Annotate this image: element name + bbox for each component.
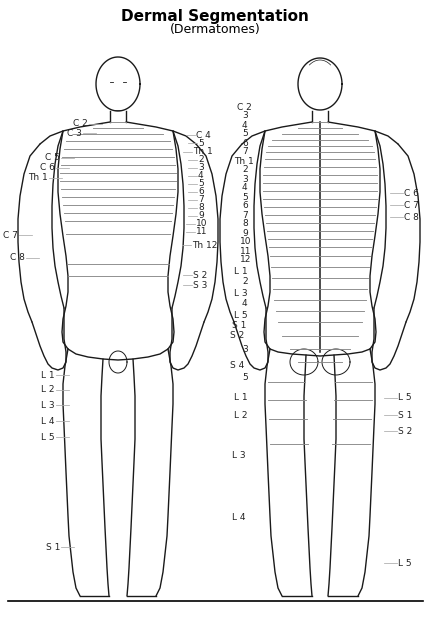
- Text: S 4: S 4: [230, 361, 244, 369]
- Text: 2: 2: [241, 166, 247, 174]
- Text: 9: 9: [241, 229, 247, 237]
- Text: 4: 4: [197, 171, 203, 181]
- Text: C 8: C 8: [10, 254, 25, 262]
- Text: S 1: S 1: [397, 411, 412, 419]
- Text: 6: 6: [241, 201, 247, 211]
- Text: C 3: C 3: [67, 128, 82, 138]
- Text: S 1: S 1: [46, 543, 60, 551]
- Text: L 3: L 3: [231, 450, 245, 460]
- Text: 2: 2: [197, 156, 203, 164]
- Text: S 2: S 2: [230, 331, 244, 341]
- Text: L 4: L 4: [41, 417, 55, 426]
- Text: Th 1: Th 1: [193, 148, 212, 156]
- Text: S 2: S 2: [193, 270, 207, 280]
- Text: 5: 5: [241, 193, 247, 201]
- Text: 5: 5: [197, 179, 203, 189]
- Text: 3: 3: [241, 346, 247, 354]
- Text: L 5: L 5: [397, 394, 411, 402]
- Text: 7: 7: [197, 196, 203, 204]
- Text: 5: 5: [241, 374, 247, 383]
- Text: L 2: L 2: [41, 386, 55, 394]
- Text: C 2: C 2: [237, 103, 251, 112]
- Text: Dermal Segmentation: Dermal Segmentation: [121, 9, 308, 24]
- Text: 2: 2: [241, 277, 247, 287]
- Text: (Dermatomes): (Dermatomes): [169, 24, 260, 37]
- Text: 9: 9: [197, 211, 203, 221]
- Text: L 1: L 1: [41, 371, 55, 379]
- Text: C 7: C 7: [403, 201, 418, 209]
- Text: 4: 4: [241, 120, 247, 130]
- Text: 3: 3: [197, 163, 203, 173]
- Text: L 3: L 3: [233, 288, 247, 298]
- Text: C 2: C 2: [73, 120, 88, 128]
- Text: 10: 10: [196, 219, 207, 229]
- Text: 3: 3: [241, 112, 247, 120]
- Text: L 3: L 3: [41, 401, 55, 409]
- Text: 3: 3: [241, 174, 247, 184]
- Text: C 7: C 7: [3, 231, 18, 239]
- Text: Th 1: Th 1: [233, 156, 253, 166]
- Text: 4: 4: [241, 184, 247, 193]
- Text: L 2: L 2: [233, 411, 247, 419]
- Text: S 3: S 3: [193, 280, 207, 290]
- Text: 8: 8: [241, 219, 247, 229]
- Text: 6: 6: [197, 188, 203, 196]
- Text: L 5: L 5: [397, 558, 411, 568]
- Text: C 4: C 4: [196, 130, 210, 140]
- Text: C 8: C 8: [403, 212, 418, 222]
- Text: 4: 4: [241, 300, 247, 308]
- Text: 7: 7: [241, 148, 247, 156]
- Text: 11: 11: [196, 227, 207, 237]
- Text: L 5: L 5: [233, 310, 247, 320]
- Text: Th 1: Th 1: [28, 173, 48, 183]
- Text: S 2: S 2: [397, 427, 411, 435]
- Text: L 4: L 4: [231, 513, 245, 523]
- Text: 10: 10: [240, 237, 251, 247]
- Text: C 5: C 5: [45, 153, 60, 163]
- Text: 5: 5: [197, 138, 203, 148]
- Text: L 1: L 1: [233, 267, 247, 275]
- Text: 5: 5: [241, 130, 247, 138]
- Text: S 1: S 1: [231, 320, 246, 330]
- Text: L 1: L 1: [233, 394, 247, 402]
- Text: C 6: C 6: [40, 163, 55, 173]
- Text: 6: 6: [241, 138, 247, 148]
- Text: Th 12: Th 12: [191, 240, 217, 249]
- Text: L 5: L 5: [41, 432, 55, 442]
- Text: 8: 8: [197, 204, 203, 212]
- Text: C 6: C 6: [403, 189, 418, 197]
- Text: 12: 12: [240, 255, 251, 265]
- Text: 11: 11: [240, 247, 251, 255]
- Text: 7: 7: [241, 211, 247, 219]
